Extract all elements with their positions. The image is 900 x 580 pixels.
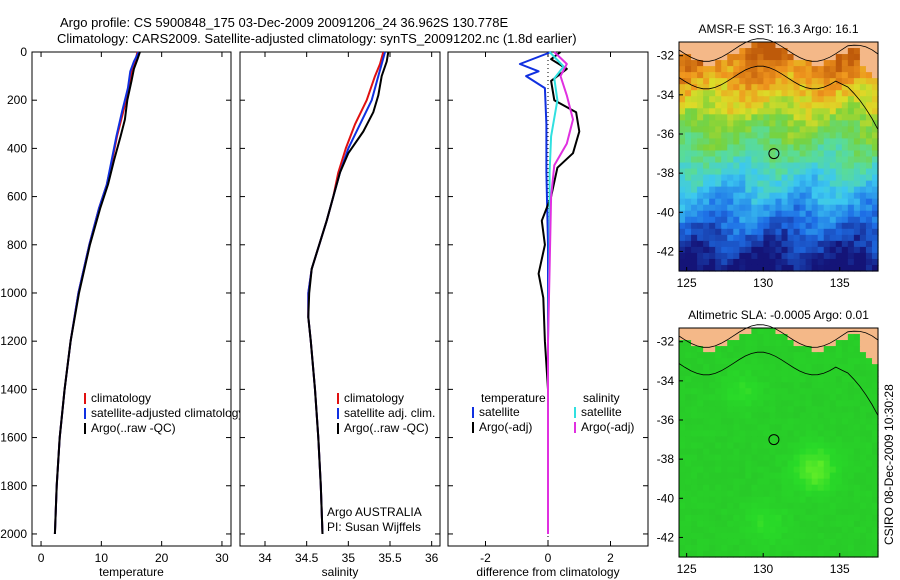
depth-tick-label: 400 [7, 141, 27, 155]
sst-map-panel: AMSR-E SST: 16.3 Argo: 16.1 125 130 135 -32 -… [657, 22, 879, 290]
salinity-legend-item: Argo(..raw -QC) [344, 421, 429, 435]
temperature-legend-item: satellite-adjusted climatology [91, 406, 244, 420]
sla-shelf-contour [678, 351, 879, 416]
diff-legend-header-salinity: salinity [583, 391, 620, 405]
temperature-xtick-label: 20 [155, 551, 169, 565]
salinity-xtick-label: 35 [342, 551, 356, 565]
salinity-legend-item: climatology [344, 391, 404, 405]
header-line-1: Argo profile: CS 5900848_175 03-Dec-2009… [60, 15, 508, 30]
sla-lat-label: -32 [657, 335, 675, 349]
depth-tick-label: 1800 [0, 479, 27, 493]
sst-map-frame [678, 41, 879, 272]
diff-legend-salinity-satellite: satellite [581, 405, 622, 419]
temperature-legend-item: climatology [91, 391, 151, 405]
diff-legend-temperature-argo: Argo(-adj) [479, 420, 532, 434]
sla-map-title: Altimetric SLA: -0.0005 Argo: 0.01 [688, 308, 869, 322]
sla-lon-label: 135 [830, 562, 850, 576]
salinity-series-argo-raw-qc [307, 51, 390, 535]
salinity-xtick-label: 34 [258, 551, 272, 565]
sst-data-field [679, 42, 879, 272]
temperature-xtick-label: 10 [95, 551, 109, 565]
sst-lat-label: -36 [657, 127, 675, 141]
salinity-axes-box [239, 51, 441, 547]
diff-legend-header-temperature: temperature [481, 391, 546, 405]
temperature-legend-item: Argo(..raw -QC) [91, 421, 176, 435]
header-line-2: Climatology: CARS2009. Satellite-adjuste… [57, 31, 577, 46]
sst-lat-label: -34 [657, 88, 675, 102]
sla-lat-label: -36 [657, 413, 675, 427]
sla-lat-label: -34 [657, 374, 675, 388]
sst-shelf-contour [678, 65, 879, 130]
difference-xtick-label: 2 [607, 551, 614, 565]
salinity-panel: 34 34.5 35 35.5 36 salinity climatologysatelli… [239, 51, 441, 579]
temperature-xtick-label: 30 [215, 551, 229, 565]
timestamp-label: CSIRO 08-Dec-2009 10:30:28 [882, 384, 896, 545]
difference-xtick-label: -2 [480, 551, 491, 565]
sla-map-panel: Altimetric SLA: -0.0005 Argo: 0.01 125 130… [657, 308, 879, 576]
sla-lat-label: -38 [657, 452, 675, 466]
sla-lat-label: -42 [657, 530, 675, 544]
argo-program-label: Argo AUSTRALIA [327, 505, 422, 519]
depth-tick-label: 1000 [0, 286, 27, 300]
salinity-xtick-label: 34.5 [295, 551, 319, 565]
sst-lon-label: 130 [753, 276, 773, 290]
difference-series-salinity-argo-adj [547, 51, 574, 534]
sst-float-marker [768, 148, 780, 160]
temperature-panel: 0 10 20 30 temperature 0 200 400 600 800 1000 1200 1… [0, 45, 244, 579]
sla-lat-label: -40 [657, 491, 675, 505]
temperature-xlabel: temperature [99, 565, 164, 579]
pi-name-label: PI: Susan Wijffels [327, 520, 421, 534]
depth-tick-label: 1600 [0, 431, 27, 445]
sst-lat-label: -40 [657, 205, 675, 219]
sla-map-frame [678, 327, 879, 558]
sla-float-marker [768, 434, 780, 446]
sst-lon-label: 125 [677, 276, 697, 290]
salinity-legend-item: satellite adj. clim. [344, 406, 435, 420]
sst-lat-label: -38 [657, 166, 675, 180]
depth-tick-label: 1400 [0, 382, 27, 396]
depth-tick-label: 2000 [0, 527, 27, 541]
sla-lon-label: 125 [677, 562, 697, 576]
sst-lon-label: 135 [830, 276, 850, 290]
sla-data-field [679, 328, 879, 558]
diff-legend-temperature-satellite: satellite [479, 405, 520, 419]
depth-tick-label: 200 [7, 93, 27, 107]
difference-xlabel: difference from climatology [476, 565, 619, 579]
sla-lon-label: 130 [753, 562, 773, 576]
salinity-xtick-label: 35.5 [378, 551, 402, 565]
depth-tick-label: 0 [20, 45, 27, 59]
temperature-xtick-label: 0 [38, 551, 45, 565]
sla-coastline [678, 324, 879, 348]
salinity-xtick-label: 36 [425, 551, 439, 565]
difference-xtick-label: 0 [545, 551, 552, 565]
sst-coastline [678, 38, 879, 62]
temperature-series-argo-raw-qc [53, 51, 141, 535]
depth-tick-label: 800 [7, 238, 27, 252]
salinity-xlabel: salinity [322, 565, 359, 579]
sst-lat-label: -32 [657, 49, 675, 63]
depth-tick-label: 1200 [0, 334, 27, 348]
diff-legend-salinity-argo: Argo(-adj) [581, 420, 634, 434]
temperature-axes-box [31, 51, 232, 547]
sst-map-title: AMSR-E SST: 16.3 Argo: 16.1 [698, 22, 858, 36]
sst-lat-label: -42 [657, 244, 675, 258]
depth-tick-label: 600 [7, 190, 27, 204]
